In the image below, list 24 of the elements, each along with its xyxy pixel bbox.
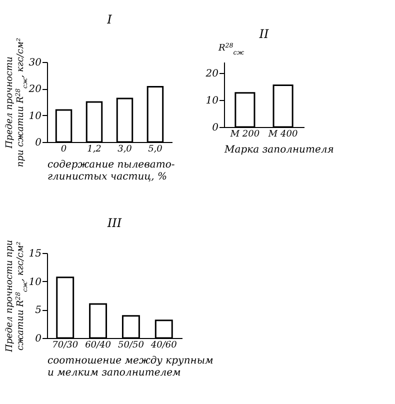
x-axis-title: соотношение между крупным и мелким заполнителем xyxy=(48,356,214,378)
x-tick-label: 3,0 xyxy=(118,144,132,154)
y-tick-label: 20 xyxy=(28,84,42,96)
x-tick-label: 0 xyxy=(60,144,67,154)
y-tick-label: 10 xyxy=(206,95,220,106)
x-tick-label: 50/50 xyxy=(118,340,144,350)
y-tick-label: 30 xyxy=(28,58,42,68)
chart-title: II xyxy=(258,27,269,41)
x-axis-title: Марка заполнителя xyxy=(224,144,334,156)
y-tick-label: 15 xyxy=(28,248,42,260)
x-axis-title: содержание пылевато- глинистых частиц, % xyxy=(48,160,176,182)
y-tick-label: 10 xyxy=(28,276,42,288)
x-tick-label: М 200 xyxy=(229,130,260,140)
y-tick-label: 5 xyxy=(35,305,42,316)
chart-title: I xyxy=(106,12,112,26)
x-tick-label: 70/30 xyxy=(52,340,78,350)
y-tick-label: 10 xyxy=(28,110,42,122)
x-tick-label: 60/40 xyxy=(85,340,112,350)
x-tick-label: М 400 xyxy=(267,130,298,140)
y-tick-label: 20 xyxy=(204,68,220,80)
x-tick-label: 5,0 xyxy=(148,144,163,154)
x-tick-label: 1,2 xyxy=(87,144,102,154)
chart-title: III xyxy=(106,216,122,230)
x-tick-label: 40/60 xyxy=(150,340,178,350)
